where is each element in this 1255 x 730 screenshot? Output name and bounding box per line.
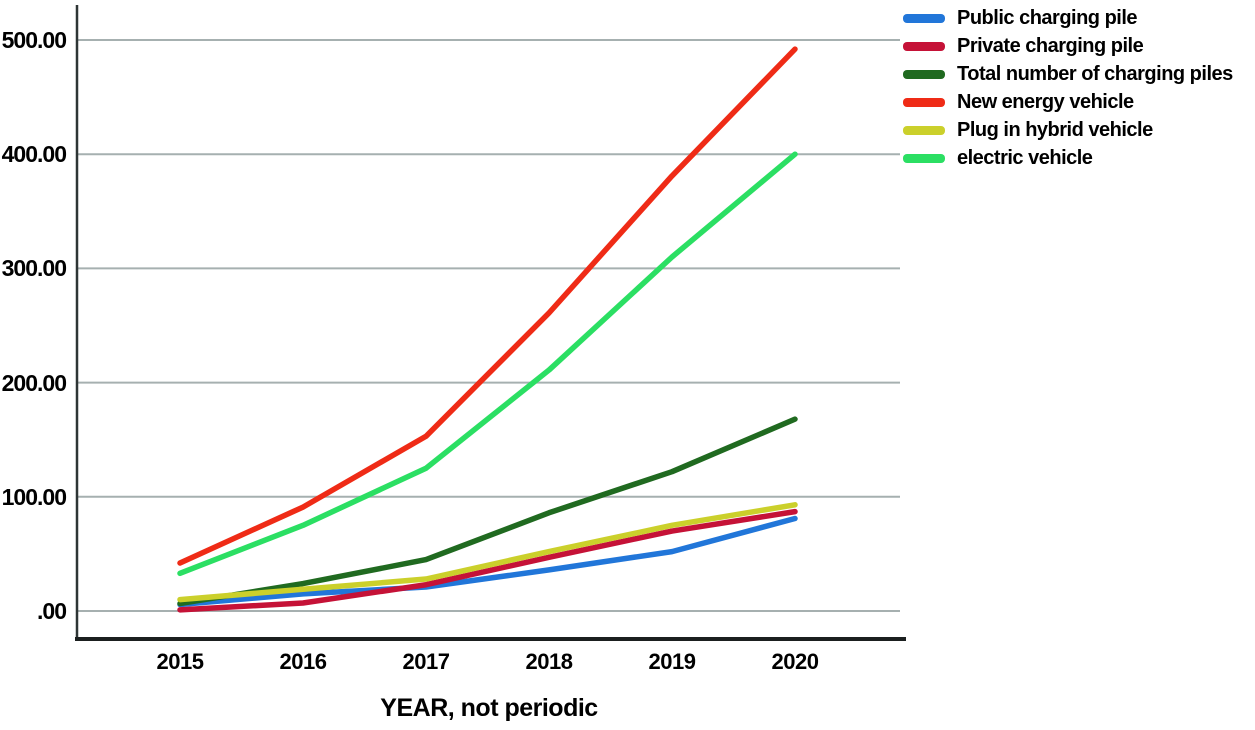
legend-item-total-number-of-charging-piles: Total number of charging piles — [903, 60, 1233, 88]
y-tick-label-500: 500.00 — [1, 27, 67, 53]
legend-label: New energy vehicle — [957, 90, 1134, 113]
series-line-electric-vehicle — [177, 151, 798, 577]
x-tick-label-2016: 2016 — [279, 649, 327, 674]
legend-swatch-icon — [903, 153, 945, 163]
legend-item-new-energy-vehicle: New energy vehicle — [903, 88, 1233, 116]
legend-item-plug-in-hybrid-vehicle: Plug in hybrid vehicle — [903, 116, 1233, 144]
legend-item-electric-vehicle: electric vehicle — [903, 144, 1233, 172]
legend-label: Plug in hybrid vehicle — [957, 118, 1153, 141]
chart-legend: Public charging pile Private charging pil… — [903, 4, 1233, 172]
series-line-new-energy-vehicle — [177, 46, 798, 566]
series-line-private-charging-pile — [177, 508, 798, 613]
legend-swatch-icon — [903, 125, 945, 135]
legend-item-public-charging-pile: Public charging pile — [903, 4, 1233, 32]
y-tick-label-200: 200.00 — [1, 369, 67, 396]
x-tick-label-2018: 2018 — [525, 649, 573, 674]
x-tick-label-2015: 2015 — [156, 649, 204, 674]
legend-swatch-icon — [903, 13, 945, 23]
legend-label: electric vehicle — [957, 146, 1093, 169]
legend-swatch-icon — [903, 69, 945, 79]
legend-item-private-charging-pile: Private charging pile — [903, 32, 1233, 60]
y-tick-label-0: .00 — [37, 598, 67, 624]
series-line-public-charging-pile — [177, 515, 798, 608]
legend-swatch-icon — [903, 41, 945, 51]
series-line-plug-in-hybrid-vehicle — [177, 502, 798, 603]
legend-label: Public charging pile — [957, 6, 1138, 29]
series-line-total-number-of-charging-piles — [177, 416, 798, 607]
legend-label: Total number of charging piles — [957, 62, 1233, 85]
y-tick-label-400: 400.00 — [1, 141, 67, 168]
x-axis-title: YEAR, not periodic — [380, 694, 598, 722]
y-tick-label-300: 300.00 — [1, 255, 67, 282]
legend-swatch-icon — [903, 97, 945, 107]
legend-label: Private charging pile — [957, 34, 1144, 57]
x-tick-label-2019: 2019 — [648, 649, 696, 674]
y-tick-label-100: 100.00 — [1, 483, 67, 510]
x-tick-label-2020: 2020 — [771, 649, 819, 674]
x-tick-label-2017: 2017 — [402, 649, 450, 674]
